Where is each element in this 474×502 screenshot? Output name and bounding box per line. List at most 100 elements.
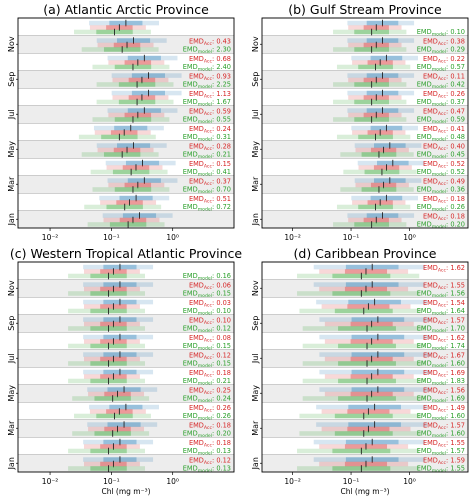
- distribution-outer-band: [111, 73, 182, 78]
- distribution-outer-band: [88, 391, 145, 397]
- distribution-outer-band: [83, 282, 154, 287]
- month-tick-label: Mar: [251, 420, 260, 436]
- distribution-outer-band: [83, 321, 140, 327]
- distribution-outer-band: [97, 42, 154, 48]
- distribution-outer-band: [108, 182, 165, 188]
- month-row-bg: [18, 35, 234, 53]
- emd-acc-label: EMDAcc: 0.38: [423, 37, 465, 47]
- emd-acc-label: EMDAcc: 0.12: [189, 351, 231, 361]
- distribution-outer-band: [83, 264, 154, 270]
- emd-acc-label: EMDAcc: 1.49: [423, 404, 465, 414]
- distribution-outer-band: [348, 112, 402, 118]
- distribution-outer-band: [78, 134, 156, 140]
- emd-acc-label: EMDAcc: 0.93: [189, 72, 231, 82]
- month-row-bg: [262, 158, 468, 176]
- emd-acc-label: EMDAcc: 1.67: [423, 351, 465, 361]
- distribution-outer-band: [351, 125, 418, 131]
- month-row-bg: [262, 384, 468, 402]
- emd-acc-label: EMDAcc: 0.28: [189, 142, 231, 152]
- month-row-bg: [18, 140, 234, 158]
- emd-acc-label: EMDAcc: 1.59: [423, 456, 465, 466]
- distribution-outer-band: [354, 143, 422, 148]
- distribution-outer-band: [302, 396, 425, 401]
- distribution-outer-band: [94, 130, 151, 135]
- distribution-outer-band: [74, 29, 151, 35]
- distribution-outer-band: [96, 82, 174, 87]
- emd-acc-label: EMDAcc: 0.37: [189, 177, 231, 187]
- distribution-outer-band: [81, 152, 159, 157]
- distribution-outer-band: [68, 291, 145, 296]
- emd-acc-label: EMDAcc: 0.51: [189, 195, 231, 205]
- month-row-bg: [18, 437, 234, 455]
- distribution-outer-band: [340, 187, 414, 192]
- distribution-outer-band: [83, 352, 154, 357]
- emd-acc-label: EMDAcc: 1.69: [423, 369, 465, 379]
- month-row-bg: [18, 332, 234, 350]
- emd-model-label: EMDmodel: 1.74: [417, 342, 465, 352]
- distribution-outer-band: [352, 60, 406, 65]
- distribution-outer-band: [111, 90, 182, 96]
- emd-model-label: EMDmodel: 0.72: [183, 203, 231, 213]
- distribution-outer-band: [352, 130, 406, 135]
- month-row-bg: [262, 349, 468, 367]
- month-row-bg: [18, 384, 234, 402]
- distribution-outer-band: [81, 47, 159, 52]
- emd-model-label: EMDmodel: 1.60: [417, 430, 465, 440]
- panel-title: (a) Atlantic Arctic Province: [43, 2, 209, 17]
- distribution-outer-band: [99, 195, 170, 201]
- x-tick-label: 10⁻¹: [103, 233, 120, 242]
- distribution-outer-band: [324, 391, 414, 397]
- month-tick-label: Jul: [251, 109, 260, 120]
- distribution-outer-band: [324, 374, 414, 379]
- month-row-bg: [18, 70, 234, 88]
- month-tick-label: Mar: [7, 176, 16, 192]
- emd-acc-label: EMDAcc: 0.03: [189, 299, 231, 309]
- emd-model-label: EMDmodel: 0.70: [183, 186, 231, 196]
- distribution-outer-band: [313, 439, 425, 445]
- distribution-outer-band: [83, 461, 140, 467]
- x-tick-label: 10⁻²: [284, 477, 301, 486]
- emd-acc-label: EMDAcc: 1.57: [423, 316, 465, 326]
- distribution-outer-band: [347, 108, 415, 113]
- panel-frame: [17, 261, 235, 473]
- emd-model-label: EMDmodel: 0.10: [183, 307, 231, 317]
- distribution-outer-band: [112, 95, 169, 100]
- emd-model-label: EMDmodel: 2.25: [183, 81, 231, 91]
- distribution-outer-band: [333, 82, 407, 87]
- distribution-outer-band: [83, 334, 154, 340]
- emd-acc-label: EMDAcc: 0.18: [189, 421, 231, 431]
- x-tick-label: 10⁻¹: [343, 233, 360, 242]
- emd-acc-label: EMDAcc: 1.54: [423, 299, 465, 309]
- distribution-outer-band: [324, 339, 414, 344]
- distribution-outer-band: [347, 213, 415, 218]
- emd-acc-label: EMDAcc: 0.10: [189, 316, 231, 326]
- emd-model-label: EMDmodel: 0.41: [183, 168, 231, 178]
- month-tick-label: Jan: [7, 213, 16, 226]
- distribution-outer-band: [333, 99, 407, 105]
- month-row-bg: [18, 18, 234, 36]
- distribution-outer-band: [83, 356, 140, 362]
- distribution-outer-band: [299, 308, 422, 314]
- month-row-bg: [18, 123, 234, 141]
- emd-model-label: EMDmodel: 2.30: [183, 46, 231, 56]
- month-row-bg: [18, 175, 234, 193]
- emd-model-label: EMDmodel: 0.24: [183, 395, 231, 405]
- emd-model-label: EMDmodel: 0.15: [183, 342, 231, 352]
- distribution-outer-band: [324, 321, 414, 327]
- emd-acc-label: EMDAcc: 0.68: [189, 55, 231, 65]
- distribution-outer-band: [348, 217, 402, 223]
- month-row-bg: [262, 175, 468, 193]
- emd-model-label: EMDmodel: 0.21: [183, 377, 231, 387]
- distribution-outer-band: [333, 47, 407, 52]
- x-tick-label: 10⁻¹: [343, 477, 360, 486]
- distribution-outer-band: [108, 112, 165, 118]
- distribution-outer-band: [352, 200, 406, 205]
- emd-model-label: EMDmodel: 1.56: [417, 290, 465, 300]
- panel-1: (a) Atlantic Arctic Province Jan EMDAcc: 0…: [7, 2, 235, 242]
- distribution-outer-band: [321, 409, 411, 414]
- distribution-outer-band: [354, 178, 422, 183]
- month-row-bg: [262, 297, 468, 315]
- month-row-bg: [262, 35, 468, 53]
- emd-model-label: EMDmodel: 0.15: [183, 290, 231, 300]
